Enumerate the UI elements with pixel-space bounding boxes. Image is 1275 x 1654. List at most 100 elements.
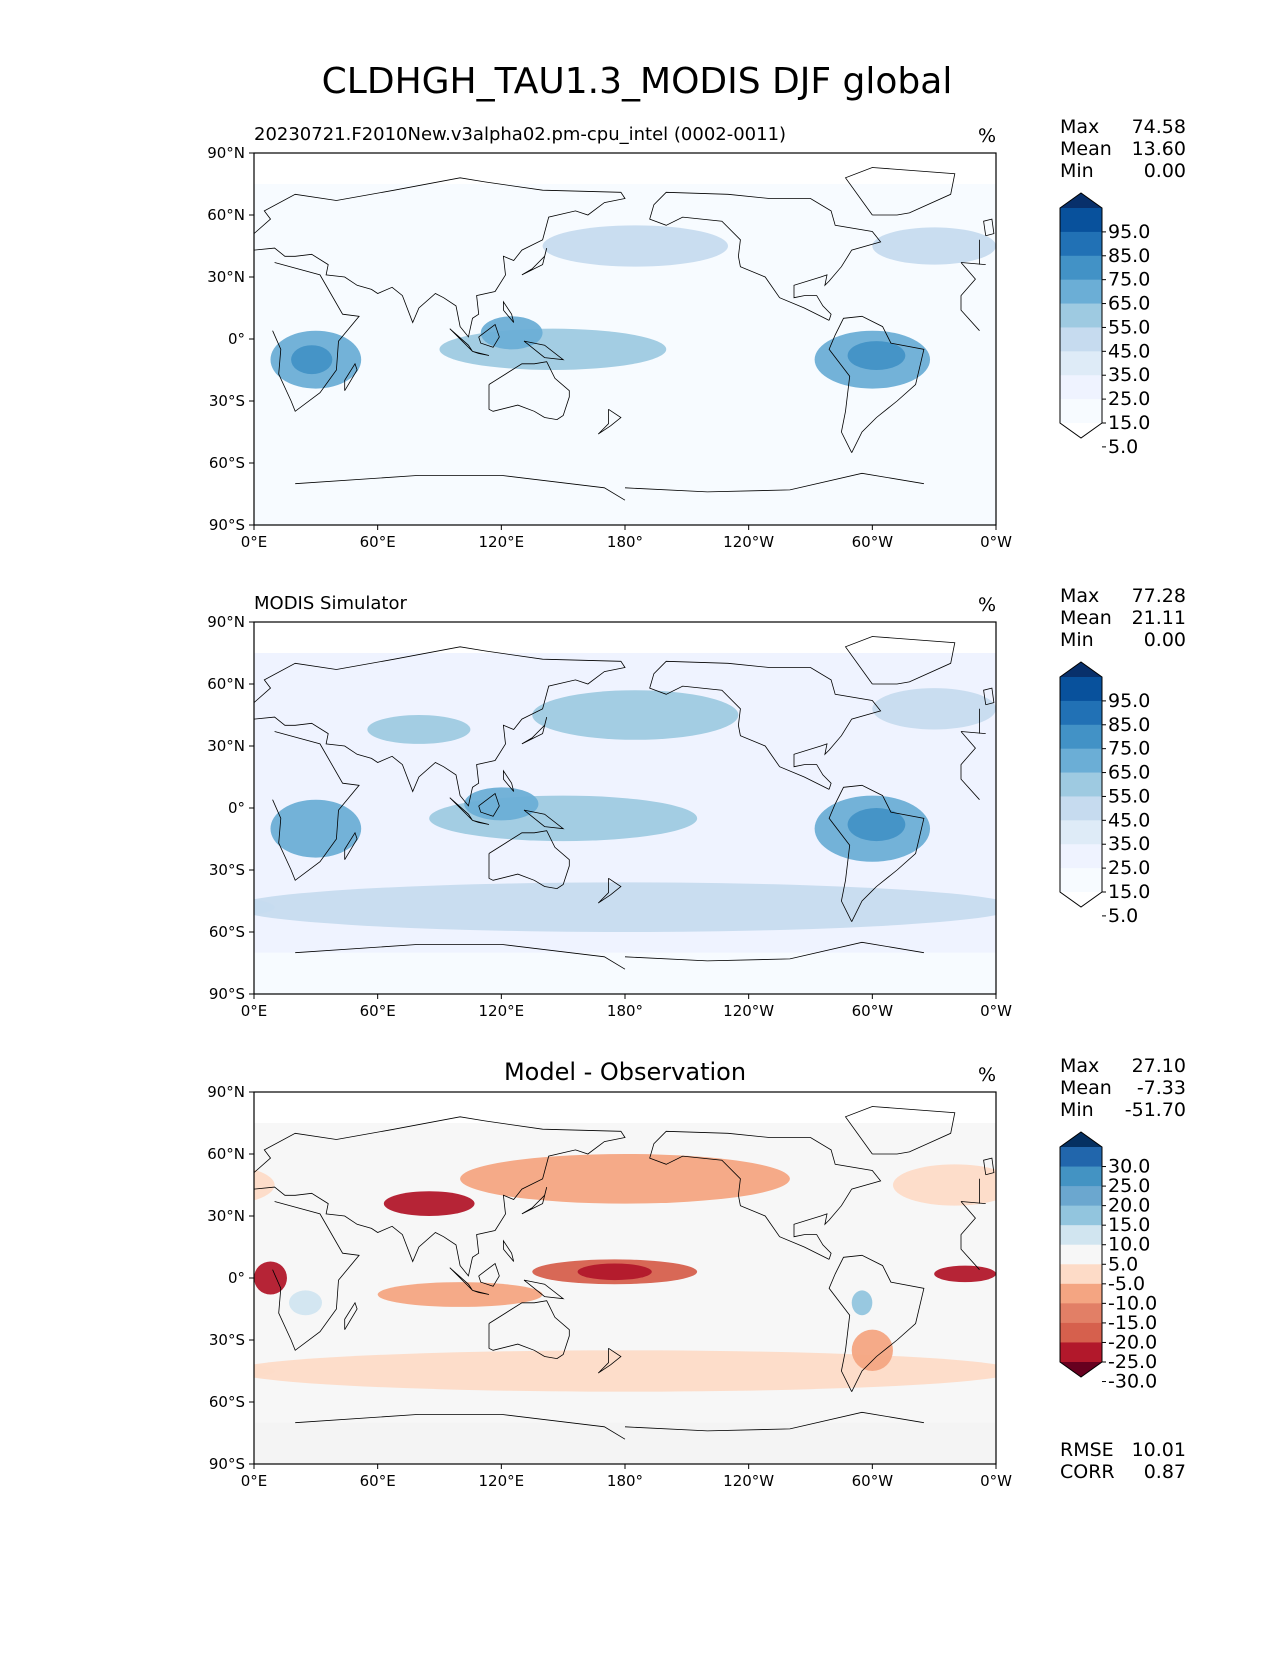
lat-tick-label: 90°S [209, 1455, 245, 1473]
colorbar-tick-label: 25.0 [1108, 1175, 1150, 1197]
coastline [254, 177, 980, 338]
colorbar-extend-bottom [1060, 892, 1102, 907]
colorbar-segment [1060, 1166, 1102, 1187]
colorbar-segment [1060, 1264, 1102, 1285]
panel-subtitle: 20230721.F2010New.v3alpha02.pm-cpu_intel… [254, 124, 786, 145]
lon-tick-label: 180° [607, 533, 643, 551]
colorbar-segment [1060, 868, 1102, 893]
coastline [523, 809, 565, 830]
lon-tick-label: 0°E [241, 1472, 268, 1490]
coastline [597, 1347, 622, 1374]
lat-tick-label: 0° [228, 1269, 245, 1287]
colorbar-segment [1060, 1147, 1102, 1168]
lon-tick-label: 0°W [980, 533, 1012, 551]
colorbar-segment [1060, 1283, 1102, 1304]
coastline [478, 792, 500, 817]
rmse-label: RMSE [1060, 1439, 1114, 1461]
polar-band-south [254, 952, 996, 994]
coastline [449, 328, 473, 352]
colorbar-tick-label: 15.0 [1108, 412, 1150, 434]
coastline [254, 1116, 980, 1277]
colorbar-segment [1060, 844, 1102, 869]
coastline [488, 830, 570, 890]
lon-tick-label: 0°W [980, 1472, 1012, 1490]
coastline [472, 820, 490, 825]
stat-value: 74.58 [1132, 116, 1186, 138]
stat-value: -51.70 [1125, 1099, 1186, 1121]
coastlines [254, 636, 995, 970]
colorbar-segment [1060, 208, 1102, 233]
colorbar-tick-label: 85.0 [1108, 714, 1150, 736]
colorbar-segment [1060, 677, 1102, 702]
colorbar-tick-label: -25.0 [1108, 1351, 1157, 1373]
lat-tick-label: 30°S [209, 1331, 245, 1349]
colorbar-tick-label: -10.0 [1108, 1292, 1157, 1314]
colorbar-segment [1060, 748, 1102, 774]
lon-tick-label: 120°W [723, 533, 774, 551]
colorbar-tick-label: 25.0 [1108, 388, 1150, 410]
stat-label: Mean [1060, 607, 1112, 629]
lat-tick-label: 30°N [207, 737, 245, 755]
field-blob [464, 787, 539, 821]
colorbar-segment [1060, 820, 1102, 845]
coastline [649, 191, 882, 321]
colorbar-segment [1060, 772, 1102, 797]
map-panel-reference: 0°E 60°E 120°E 180° 120°W 60°W 0°W 90°N 60°N 30°N… [207, 585, 1186, 1020]
colorbar-segment [1060, 399, 1102, 424]
field-blob [377, 1282, 543, 1307]
coastline [828, 315, 925, 453]
lon-tick-label: 180° [607, 1002, 643, 1020]
colorbar-segment [1060, 231, 1102, 257]
units-label: % [978, 594, 996, 616]
colorbar-tick-label: 20.0 [1108, 1195, 1150, 1217]
colorbar-tick-label: 55.0 [1108, 785, 1150, 807]
lat-tick-label: 0° [228, 799, 245, 817]
colorbar-tick-label: 75.0 [1108, 738, 1150, 760]
colorbar-segment [1060, 700, 1102, 726]
stat-label: Min [1060, 629, 1094, 651]
colorbar-segment [1060, 303, 1102, 328]
field-blob [254, 1350, 996, 1392]
polar-gap-north [254, 622, 996, 653]
units-label: % [978, 125, 996, 147]
coastlines [254, 1106, 995, 1440]
lat-tick-label: 60°N [207, 675, 245, 693]
coastline [523, 340, 565, 361]
coastline [449, 1267, 473, 1291]
lon-tick-label: 120°E [479, 1472, 525, 1490]
colorbar-tick-label: 55.0 [1108, 316, 1150, 338]
coastline [597, 408, 622, 435]
colorbar-tick-label: -20.0 [1108, 1331, 1157, 1353]
colorbar-tick-label: -30.0 [1108, 1371, 1157, 1393]
lon-tick-label: 120°W [723, 1002, 774, 1020]
polar-gap-north [254, 1092, 996, 1123]
units-label: % [978, 1064, 996, 1086]
colorbar-segment [1060, 1244, 1102, 1265]
lat-tick-label: 30°N [207, 1207, 245, 1225]
field-blob [291, 345, 333, 375]
lon-tick-label: 180° [607, 1472, 643, 1490]
coastline [521, 1187, 548, 1215]
coastline [254, 646, 980, 807]
lon-tick-label: 60°E [360, 533, 396, 551]
lat-tick-label: 90°N [207, 1083, 245, 1101]
lat-tick-label: 60°N [207, 1145, 245, 1163]
colorbar-segment [1060, 1322, 1102, 1343]
coastline [844, 1106, 956, 1155]
colorbar-segment [1060, 796, 1102, 821]
lat-tick-label: 30°S [209, 392, 245, 410]
colorbar-tick-label: 25.0 [1108, 857, 1150, 879]
coastline [295, 1411, 924, 1440]
panel-title: Model - Observation [504, 1058, 746, 1086]
stat-label: Min [1060, 160, 1094, 182]
colorbar-tick-label: -15.0 [1108, 1312, 1157, 1334]
coastline [295, 472, 924, 501]
lon-tick-label: 0°W [980, 1002, 1012, 1020]
coastline [523, 1279, 565, 1300]
polar-band-south [254, 1422, 996, 1464]
colorbar-segment [1060, 724, 1102, 750]
colorbar-segment [1060, 1303, 1102, 1324]
coastline [272, 1201, 986, 1351]
colorbar-tick-label: 15.0 [1108, 881, 1150, 903]
